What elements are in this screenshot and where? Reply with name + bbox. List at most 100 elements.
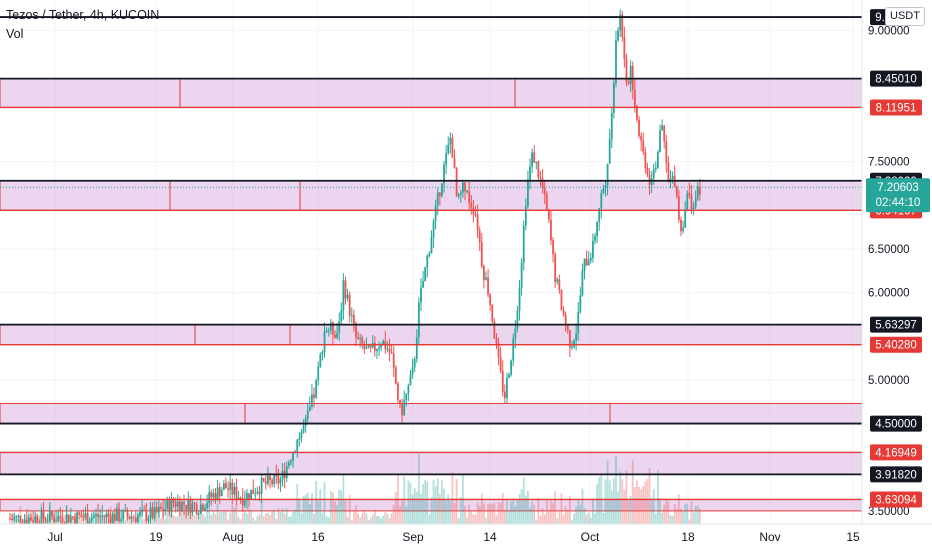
candle (677, 196, 680, 220)
level-price-tag[interactable] (870, 70, 922, 87)
volume-bar (294, 509, 297, 524)
countdown-text: 02:44:10 (876, 197, 921, 209)
support-resistance-zone[interactable] (0, 180, 863, 211)
candle (696, 186, 699, 200)
volume-bar (164, 518, 167, 524)
candle (287, 462, 290, 467)
volume-bar (627, 500, 630, 524)
candle (59, 516, 62, 519)
support-resistance-zone[interactable] (0, 78, 863, 108)
candle (556, 279, 559, 282)
volume-bar (612, 478, 615, 524)
level-price-tag[interactable] (870, 444, 922, 461)
candle (535, 161, 538, 163)
volume-bar (216, 503, 219, 524)
support-resistance-zone[interactable] (0, 451, 863, 475)
volume-bar (459, 496, 462, 524)
volume-indicator-label[interactable]: Vol (6, 27, 24, 41)
volume-bar (197, 517, 200, 524)
support-resistance-zone[interactable] (0, 402, 863, 425)
time-axis-background[interactable] (0, 524, 862, 550)
volume-bar (369, 517, 372, 524)
volume-bar (348, 494, 351, 524)
candle (23, 519, 26, 525)
volume-bar (552, 502, 554, 524)
volume-bar (562, 515, 565, 524)
candle (185, 505, 188, 510)
volume-bar (673, 504, 676, 524)
volume-bar (315, 480, 318, 524)
candle (346, 294, 349, 299)
volume-bar (520, 489, 523, 524)
volume-bar (441, 480, 443, 524)
candle (134, 517, 137, 522)
volume-bar (554, 491, 557, 524)
candle (48, 510, 51, 522)
x-tick-label: Oct (581, 530, 600, 544)
candle (151, 508, 154, 519)
candle (235, 486, 238, 499)
candle (568, 330, 571, 348)
candle (65, 514, 68, 525)
level-price-tag[interactable] (870, 491, 922, 508)
level-price-tag[interactable] (870, 99, 922, 116)
candle (118, 508, 120, 522)
candle (88, 521, 91, 524)
volume-bar (287, 517, 290, 524)
candle (195, 504, 198, 514)
candle (34, 516, 37, 523)
volume-bar (602, 512, 605, 524)
currency-button[interactable]: USDT (885, 7, 925, 26)
candle (602, 188, 605, 194)
candle (191, 503, 194, 513)
volume-bar (436, 478, 439, 524)
volume-bar (455, 479, 458, 524)
volume-bar (518, 494, 521, 524)
candle (623, 37, 626, 59)
level-price-tag[interactable] (870, 316, 922, 333)
candle (183, 501, 185, 506)
candle (571, 346, 573, 348)
volume-bar (541, 507, 544, 524)
candle (120, 519, 123, 522)
candle (355, 323, 357, 338)
level-lines (0, 16, 862, 501)
level-price-tag[interactable] (870, 466, 922, 483)
volume-bar (424, 479, 427, 524)
candle (422, 281, 424, 288)
candle (491, 305, 494, 322)
volume-bar (610, 490, 613, 524)
volume-bar (669, 515, 672, 524)
candle (218, 487, 221, 497)
support-resistance-zone[interactable] (0, 324, 863, 346)
volume-bar (359, 517, 362, 524)
volume-bar (302, 495, 305, 524)
candle (313, 394, 315, 398)
candle (589, 258, 592, 261)
candle (382, 340, 385, 346)
volume-bar (428, 514, 431, 524)
volume-bar (417, 453, 420, 524)
candle (438, 192, 441, 196)
volume-bar (233, 507, 236, 524)
volume-bar (336, 505, 339, 524)
candle (512, 338, 515, 361)
volume-bar (264, 513, 267, 524)
level-price-tag[interactable] (870, 415, 922, 432)
candle (124, 509, 127, 511)
volume-bar (604, 479, 607, 524)
volume-bar (550, 500, 552, 524)
last-price-tag[interactable] (866, 178, 930, 213)
volume-bar (260, 500, 263, 524)
x-tick-label: 19 (149, 530, 163, 544)
volume-bar (183, 511, 185, 524)
candle (243, 500, 246, 506)
volume-bar (438, 493, 441, 524)
candle (53, 516, 55, 523)
level-price-tag[interactable] (870, 336, 922, 353)
candle (350, 315, 353, 317)
candle (600, 193, 603, 209)
candle (170, 498, 173, 513)
level-zones (0, 78, 863, 512)
